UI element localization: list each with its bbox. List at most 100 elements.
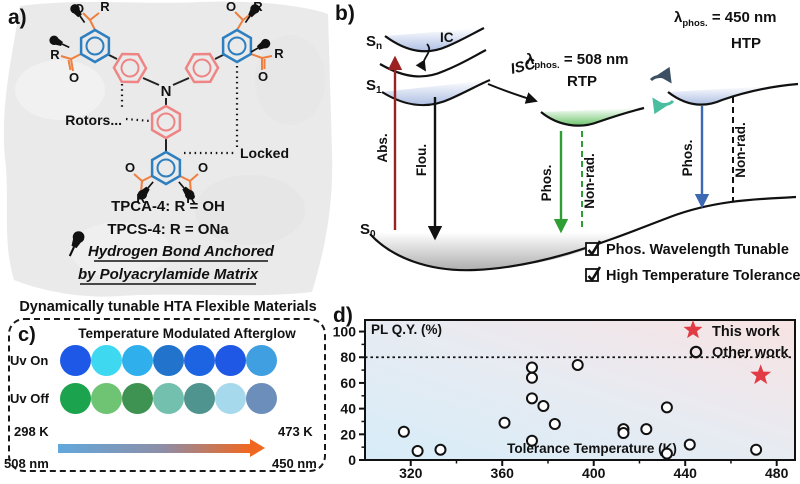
transition-arrows: [387, 43, 734, 241]
legend-circle-icon: [689, 345, 703, 359]
isc-label: ISC: [509, 55, 539, 78]
s1-label: S1: [366, 77, 382, 96]
anchor-statement-1: Hydrogen Bond Anchored: [88, 243, 275, 260]
afterglow-sample-circle: [215, 382, 246, 414]
afterglow-sample-circle: [153, 344, 184, 376]
panel-b-label: b): [335, 2, 355, 25]
afterglow-title: Temperature Modulated Afterglow: [78, 326, 296, 341]
htp-phos-label: Phos.: [680, 140, 695, 177]
temp-right-label: 473 K: [278, 424, 313, 439]
isc-arrow: [487, 83, 538, 104]
rtp-wavelength: λphos. = 508 nm: [526, 51, 628, 71]
panel-a-caption: Dynamically tunable HTA Flexible Materia…: [19, 299, 317, 315]
afterglow-sample-circle: [60, 382, 91, 414]
panel-d-chart: d) PL Q.Y. (%) Tolerance Temperature (K)…: [330, 300, 800, 484]
arrow-labels: IC ISC Abs. Flou. Phos. Non-rad. Phos. N…: [375, 30, 748, 209]
afterglow-chart: d) PL Q.Y. (%) Tolerance Temperature (K)…: [333, 304, 796, 481]
data-point: [525, 392, 538, 405]
uv-on-samples: [60, 344, 277, 376]
y-tick-label: 20: [340, 426, 356, 442]
data-point: [548, 418, 561, 431]
rtp-phos-label: Phos.: [539, 165, 554, 202]
afterglow-sample-circle: [184, 344, 215, 376]
sn-curve: [384, 27, 485, 53]
x-tick-label: 360: [491, 465, 515, 481]
data-point: [498, 416, 511, 429]
afterglow-sample-circle: [60, 344, 91, 376]
data-point: [571, 358, 584, 371]
uv-off-row: Uv Off: [10, 382, 277, 414]
plot-area: [364, 319, 796, 461]
feature-checklist: Phos. Wavelength Tunable High Temperatur…: [585, 240, 800, 284]
uv-on-label: Uv On: [10, 352, 49, 368]
molecule-diagram: a): [3, 0, 333, 297]
svg-text:R: R: [274, 46, 284, 61]
panel-c-afterglow: c) Temperature Modulated Afterglow Uv On…: [0, 316, 335, 484]
afterglow-sample-circle: [215, 344, 246, 376]
flou-label: Flou.: [414, 144, 429, 176]
data-point: [525, 361, 538, 374]
check2-text: High Temperature Tolerance: [606, 268, 800, 284]
s0-curve: [369, 195, 797, 272]
y-axis-label: PL Q.Y. (%): [371, 322, 442, 337]
x-tick-label: 480: [765, 465, 789, 481]
svg-text:O: O: [258, 69, 268, 84]
wavelength-right-label: 450 nm: [272, 456, 317, 471]
ic-label: IC: [440, 30, 454, 45]
htp-name: HTP: [731, 35, 761, 52]
data-point: [683, 438, 696, 451]
panel-c-label: c): [18, 324, 36, 346]
cycle-arrow-teal: [652, 97, 675, 115]
data-point: [660, 401, 673, 414]
afterglow-sample-circle: [246, 382, 277, 414]
afterglow-sample-circle: [91, 344, 122, 376]
mid-curve: [379, 49, 487, 78]
wavelength-annotations: λphos. = 508 nm RTP λphos. = 450 nm HTP: [526, 9, 776, 90]
afterglow-dashed-box: [8, 318, 326, 472]
locked-label: Locked: [240, 145, 289, 161]
temperature-gradient-arrow: [58, 439, 265, 457]
data-point: [617, 427, 630, 440]
data-point: [750, 443, 763, 456]
abs-label: Abs.: [375, 133, 390, 162]
htp-curve: [667, 82, 799, 106]
compound-name-2: TPCS-4: R = ONa: [107, 221, 229, 238]
check-icon: [587, 266, 602, 283]
afterglow-sample-circle: [184, 382, 215, 414]
rtp-curve: [540, 106, 645, 127]
sn-label: Sn: [366, 33, 382, 52]
data-point: [525, 434, 538, 447]
chart-dynamic-content: 320 360 400 440 480 0 20 40 60 80 100 This work Othe…: [333, 320, 795, 481]
y-tick-label: 0: [348, 452, 356, 468]
arrowhead-icon: [250, 439, 265, 457]
legend-this-work: This work: [712, 324, 781, 340]
htp-nonrad-label: Non-rad.: [733, 122, 748, 178]
this-work-star: [750, 364, 772, 385]
y-tick-label: 80: [340, 349, 356, 365]
paper-texture-background: [3, 1, 333, 297]
jablonski-diagram: b) Sn S1 S0: [335, 2, 800, 284]
svg-text:O: O: [69, 70, 79, 85]
panel-a-label: a): [8, 6, 27, 29]
s1-curve: [381, 78, 491, 107]
x-tick-label: 440: [674, 465, 698, 481]
afterglow-sample-circle: [153, 382, 184, 414]
temp-left-label: 298 K: [14, 424, 49, 439]
nitrogen-label: N: [161, 83, 172, 100]
internal-conversion-arrow: [415, 43, 430, 72]
data-point: [434, 443, 447, 456]
afterglow-sample-circle: [122, 382, 153, 414]
panel-a-molecule: a): [0, 0, 335, 300]
x-tick-label: 320: [399, 465, 423, 481]
afterglow-sample-circle: [91, 382, 122, 414]
check1-text: Phos. Wavelength Tunable: [606, 242, 789, 258]
callout-dotted-lines: [120, 66, 239, 155]
cycle-arrow-dark: [649, 66, 672, 84]
y-tick-label: 60: [340, 375, 356, 391]
state-labels: Sn S1 S0: [360, 33, 382, 240]
legend-star-icon: [683, 320, 703, 339]
panel-d-label: d): [333, 304, 353, 327]
compound-name-1: TPCA-4: R = OH: [111, 198, 225, 215]
rtp-nonrad-label: Non-rad.: [582, 153, 597, 209]
